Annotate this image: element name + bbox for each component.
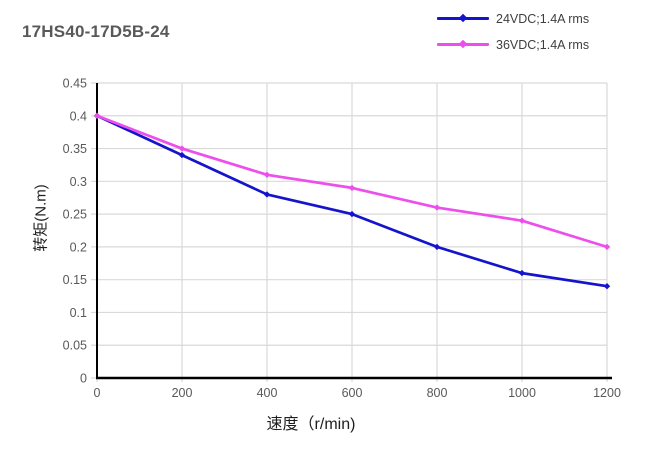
legend-label-36vdc: 36VDC;1.4A rms xyxy=(496,37,590,52)
y-tick-label: 0.1 xyxy=(70,306,87,320)
y-tick-label: 0.35 xyxy=(63,142,87,156)
legend: 24VDC;1.4A rms 36VDC;1.4A rms xyxy=(437,10,589,53)
y-tick-label: 0.4 xyxy=(70,109,87,123)
legend-item-36vdc: 36VDC;1.4A rms xyxy=(437,36,589,53)
data-point-marker xyxy=(263,191,271,198)
y-tick-label: 0.15 xyxy=(63,273,87,287)
x-tick-label: 600 xyxy=(342,386,363,400)
legend-label-24vdc: 24VDC;1.4A rms xyxy=(496,11,590,26)
data-point-marker xyxy=(433,243,441,251)
x-tick-label: 1200 xyxy=(593,386,621,400)
x-tick-label: 1000 xyxy=(508,386,536,400)
legend-item-24vdc: 24VDC;1.4A rms xyxy=(437,10,589,27)
y-tick-label: 0.2 xyxy=(70,240,87,254)
y-tick-label: 0 xyxy=(80,372,87,386)
data-point-marker xyxy=(433,204,441,211)
x-tick-label: 200 xyxy=(172,386,193,400)
x-tick-label: 400 xyxy=(257,386,278,400)
data-point-marker xyxy=(178,151,186,159)
data-point-marker xyxy=(348,210,356,218)
data-point-marker xyxy=(603,283,611,290)
data-point-marker xyxy=(518,217,526,224)
data-point-marker xyxy=(263,171,271,178)
data-point-marker xyxy=(348,184,356,192)
x-tick-label: 0 xyxy=(94,386,101,400)
data-point-marker xyxy=(93,112,101,119)
y-axis-title: 转矩(N.m) xyxy=(32,184,50,252)
x-tick-label: 800 xyxy=(427,386,448,400)
legend-line-sample-36vdc xyxy=(437,36,489,53)
y-tick-label: 0.3 xyxy=(70,175,87,189)
data-point-marker xyxy=(518,269,526,277)
x-axis-title: 速度（r/min) xyxy=(266,416,356,433)
data-point-marker xyxy=(178,145,186,152)
y-tick-label: 0.45 xyxy=(63,77,87,91)
y-tick-label: 0.05 xyxy=(63,339,87,353)
data-point-marker xyxy=(603,243,611,251)
chart-title: 17HS40-17D5B-24 xyxy=(22,22,170,41)
y-tick-label: 0.25 xyxy=(63,208,87,222)
legend-line-sample-24vdc xyxy=(437,10,489,27)
